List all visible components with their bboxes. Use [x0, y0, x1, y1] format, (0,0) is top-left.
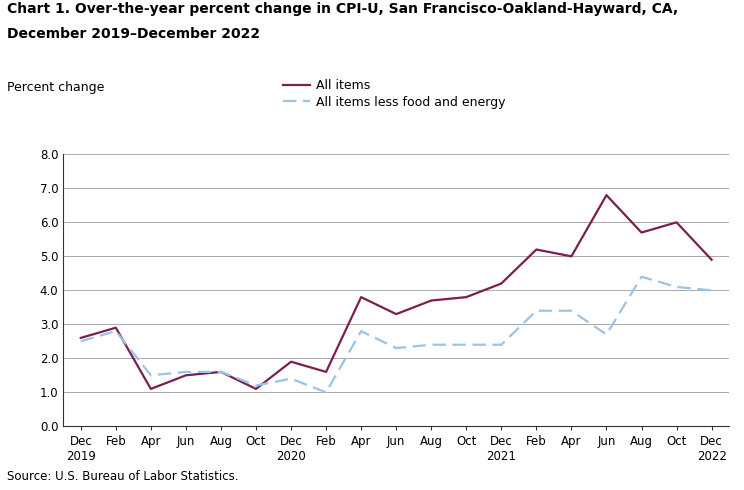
All items [497, 281, 506, 287]
All items less food and energy [462, 342, 471, 348]
All items [672, 220, 681, 225]
All items [77, 335, 86, 341]
All items [427, 297, 436, 303]
All items [707, 257, 716, 263]
All items less food and energy [147, 372, 155, 378]
Line: All items: All items [81, 195, 711, 389]
All items less food and energy [567, 308, 576, 314]
All items less food and energy [77, 339, 86, 344]
Text: December 2019–December 2022: December 2019–December 2022 [7, 27, 260, 41]
All items [286, 359, 295, 365]
All items less food and energy [602, 332, 611, 338]
All items less food and energy [637, 274, 646, 280]
All items less food and energy [112, 328, 121, 334]
All items less food and energy [182, 369, 190, 375]
All items [217, 369, 225, 375]
Text: Source: U.S. Bureau of Labor Statistics.: Source: U.S. Bureau of Labor Statistics. [7, 469, 239, 483]
All items [567, 253, 576, 259]
All items [251, 386, 260, 392]
Text: Percent change: Percent change [7, 81, 105, 94]
All items [602, 192, 611, 198]
All items [356, 294, 365, 300]
All items less food and energy [532, 308, 541, 314]
All items less food and energy [251, 383, 260, 389]
All items less food and energy [672, 284, 681, 290]
All items [182, 372, 190, 378]
All items less food and energy [321, 390, 330, 395]
All items less food and energy [356, 328, 365, 334]
Line: All items less food and energy: All items less food and energy [81, 277, 711, 392]
All items less food and energy [391, 345, 400, 351]
All items [112, 325, 121, 331]
All items less food and energy [427, 342, 436, 348]
All items [321, 369, 330, 375]
All items [462, 294, 471, 300]
All items less food and energy [286, 376, 295, 382]
All items less food and energy [217, 369, 225, 375]
All items [532, 246, 541, 252]
Text: Chart 1. Over-the-year percent change in CPI-U, San Francisco-Oakland-Hayward, C: Chart 1. Over-the-year percent change in… [7, 2, 679, 17]
Legend: All items, All items less food and energy: All items, All items less food and energ… [283, 79, 506, 109]
All items [637, 230, 646, 236]
All items less food and energy [707, 287, 716, 293]
All items [147, 386, 155, 392]
All items less food and energy [497, 342, 506, 348]
All items [391, 311, 400, 317]
